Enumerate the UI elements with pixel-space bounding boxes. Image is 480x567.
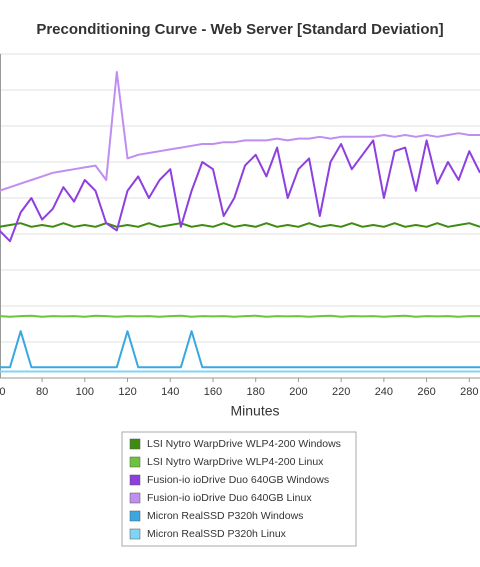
series-line xyxy=(0,222,480,228)
legend-swatch xyxy=(129,492,141,504)
legend-box xyxy=(121,431,357,547)
x-tick-label: 160 xyxy=(204,386,222,398)
x-tick-label: 100 xyxy=(76,386,94,398)
x-tick-label: 240 xyxy=(375,386,393,398)
x-axis-title: Minutes xyxy=(230,403,279,419)
legend-label: LSI Nytro WarpDrive WLP4-200 Windows xyxy=(147,438,341,450)
x-tick-label: 200 xyxy=(289,386,307,398)
legend-swatch xyxy=(129,510,141,522)
series-line xyxy=(0,314,480,318)
legend-label: LSI Nytro WarpDrive WLP4-200 Linux xyxy=(147,456,324,468)
legend-label: Micron RealSSD P320h Windows xyxy=(147,510,303,522)
x-tick-label: 180 xyxy=(247,386,265,398)
legend-swatch xyxy=(129,456,141,468)
x-tick-label: 140 xyxy=(161,386,179,398)
legend-label: Micron RealSSD P320h Linux xyxy=(147,528,287,540)
x-tick-label: 120 xyxy=(118,386,136,398)
legend-label: Fusion-io ioDrive Duo 640GB Windows xyxy=(147,474,329,486)
x-tick-label: 80 xyxy=(36,386,48,398)
x-tick-label: 280 xyxy=(460,386,478,398)
legend-swatch xyxy=(129,438,141,450)
x-tick-label: 220 xyxy=(332,386,350,398)
x-tick-label: 60 xyxy=(0,386,5,398)
x-tick-label: 260 xyxy=(417,386,435,398)
series-line xyxy=(0,71,480,192)
series-line xyxy=(0,330,480,369)
legend-label: Fusion-io ioDrive Duo 640GB Linux xyxy=(147,492,312,504)
legend-swatch xyxy=(129,528,141,540)
series-line xyxy=(0,139,480,243)
chart-title: Preconditioning Curve - Web Server [Stan… xyxy=(36,21,443,38)
legend-swatch xyxy=(129,474,141,486)
